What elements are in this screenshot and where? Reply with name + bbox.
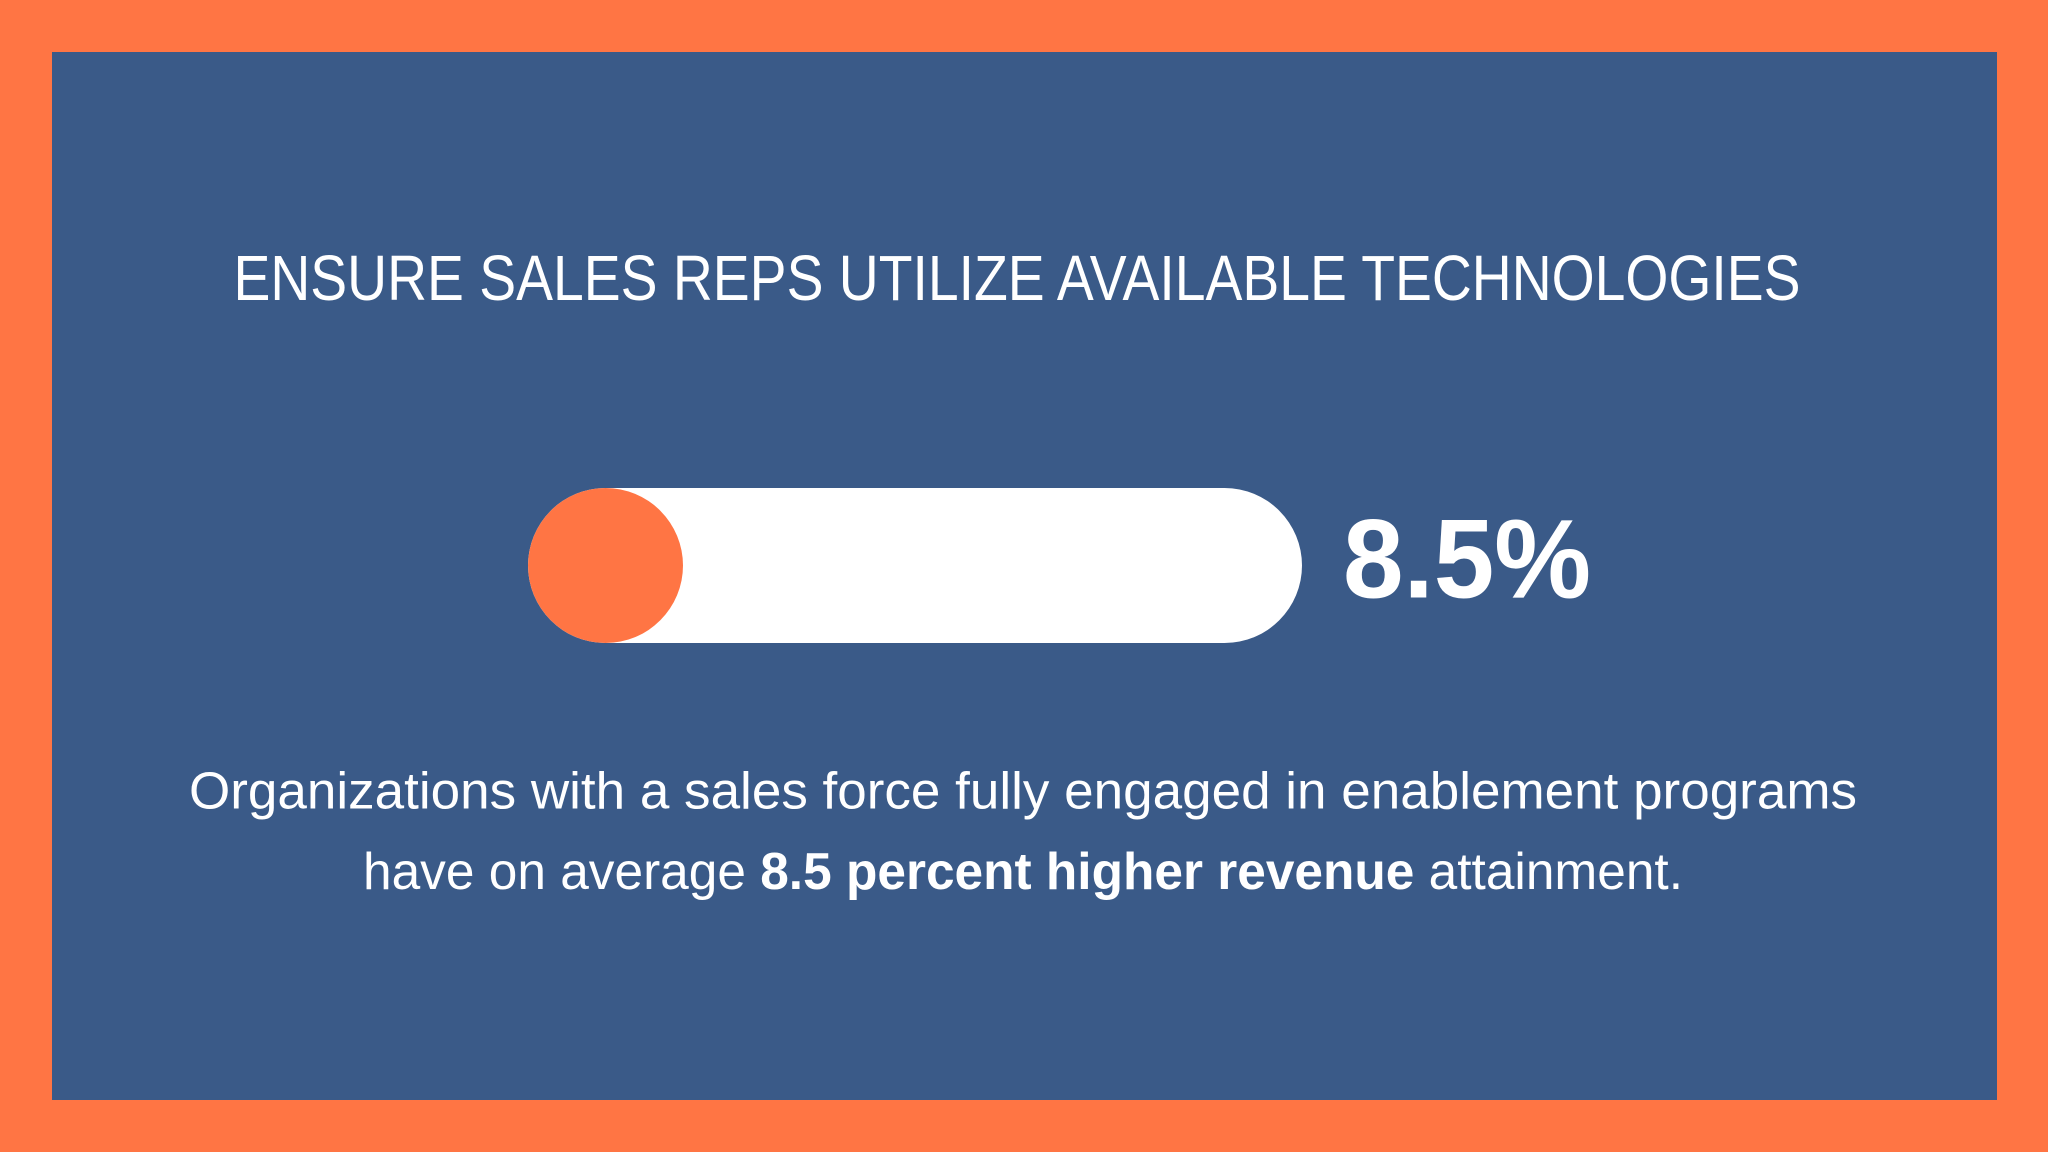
progress-fill bbox=[528, 488, 683, 643]
description-part: attainment. bbox=[1414, 843, 1683, 901]
value-label: 8.5% bbox=[1343, 497, 1591, 622]
description-part: 8.5 percent higher revenue bbox=[760, 843, 1414, 901]
title: ENSURE SALES REPS UTILIZE AVAILABLE TECH… bbox=[234, 242, 1801, 314]
description-line: have on average 8.5 percent higher reven… bbox=[363, 843, 1683, 901]
description-line: Organizations with a sales force fully e… bbox=[189, 763, 1857, 821]
description-part: have on average bbox=[363, 843, 760, 901]
progress-track bbox=[528, 488, 1302, 643]
